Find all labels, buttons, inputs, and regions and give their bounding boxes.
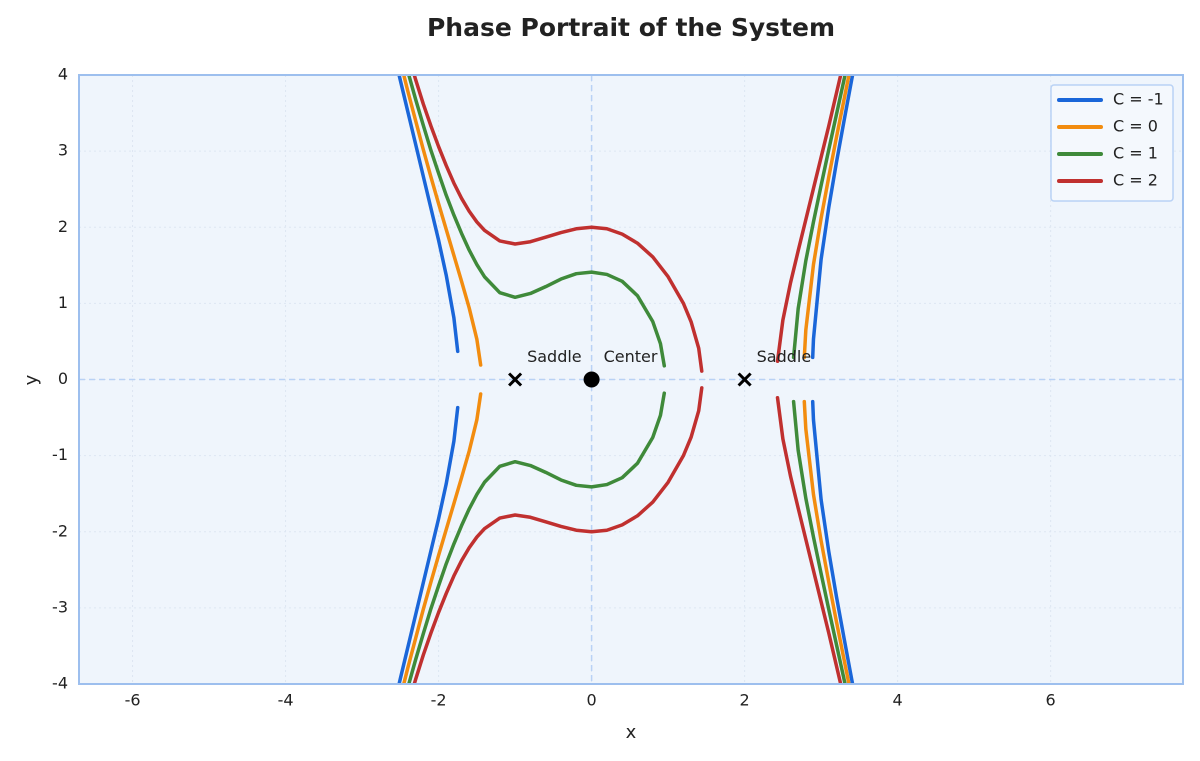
legend-label: C = 0 [1113,117,1158,136]
y-tick-label: 2 [58,217,68,236]
x-tick-label: -6 [125,691,141,710]
point-label: Saddle [527,347,582,366]
curves [397,75,855,684]
y-tick-label: -3 [52,597,68,616]
level-curve [407,75,847,684]
legend: C = -1 C = 0 C = 1 C = 2 [1050,84,1174,202]
legend-label: C = -1 [1113,90,1164,109]
chart-title: Phase Portrait of the System [427,13,835,42]
x-tick-label: -2 [431,691,447,710]
level-curve [397,75,855,684]
saddle-marker [737,372,752,387]
x-tick-label: 4 [893,691,903,710]
y-tick-label: -2 [52,521,68,540]
y-axis-label: y [21,374,42,385]
plot-border [78,74,1184,685]
point-label: Center [604,347,658,366]
critical-points: Saddle Center Saddle [508,347,812,388]
y-tick-label: 0 [58,369,68,388]
x-axis-label: x [626,722,637,743]
x-tick-label: 6 [1046,691,1056,710]
level-curve [412,75,843,684]
x-tick-label: 0 [587,691,597,710]
legend-label: C = 1 [1113,144,1158,163]
legend-label: C = 2 [1113,171,1158,190]
point-label: Saddle [757,347,812,366]
y-tick-label: 4 [58,65,68,84]
y-tick-label: -1 [52,445,68,464]
x-tick-label: -4 [278,691,294,710]
saddle-marker [508,372,523,387]
legend-box [1050,84,1174,202]
y-tick-label: 3 [58,141,68,160]
y-tick-label: -4 [52,674,68,693]
level-curve [401,75,851,684]
y-tick-label: 1 [58,293,68,312]
x-tick-label: 2 [740,691,750,710]
center-marker [583,371,600,388]
